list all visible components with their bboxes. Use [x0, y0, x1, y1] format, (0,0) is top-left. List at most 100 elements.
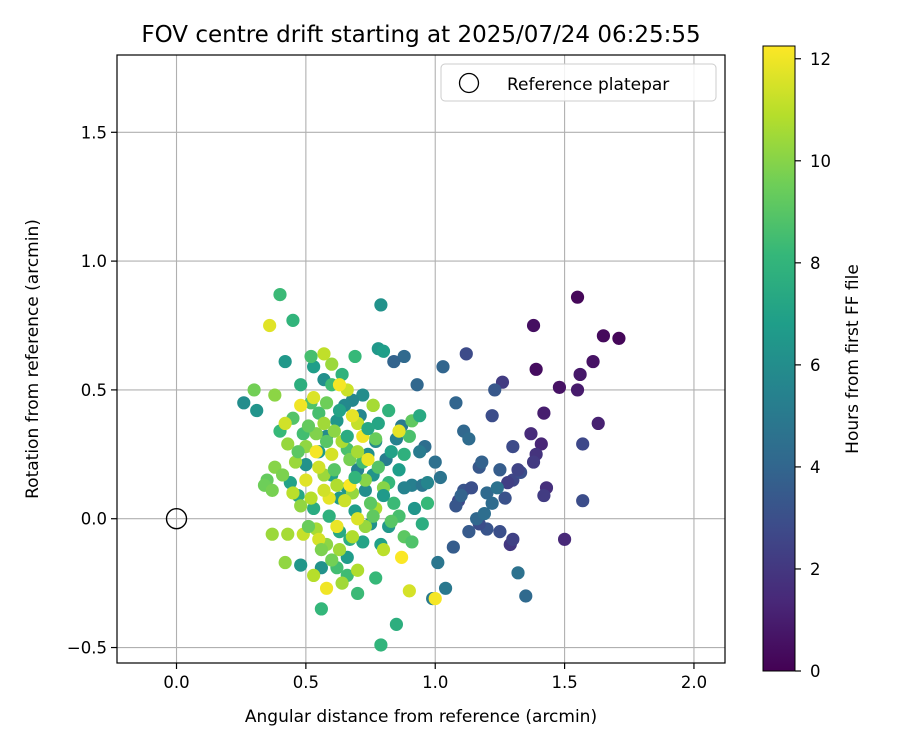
colorbar-tick-label: 12 [810, 50, 831, 69]
data-point [413, 409, 427, 423]
x-tick-label: 1.5 [551, 673, 577, 692]
data-point [237, 396, 251, 410]
data-point [312, 406, 326, 420]
data-point [428, 455, 442, 469]
data-point [366, 509, 380, 523]
colorbar-fill [762, 45, 796, 672]
data-point [304, 491, 318, 505]
data-point [332, 543, 347, 557]
data-point [278, 555, 292, 570]
data-point [369, 432, 383, 446]
data-point [361, 452, 375, 467]
data-point [356, 535, 370, 549]
y-tick-label: 1.5 [81, 123, 107, 142]
data-point [591, 416, 605, 431]
data-point [384, 514, 398, 528]
data-point [371, 460, 385, 474]
legend: Reference platepar [440, 63, 717, 102]
data-point [345, 409, 360, 423]
data-point [330, 519, 344, 534]
data-point [278, 416, 292, 431]
data-point [596, 329, 611, 343]
x-tick-label: 1.0 [422, 673, 448, 692]
data-point [281, 437, 295, 451]
data-point [312, 532, 326, 546]
data-point [307, 360, 321, 374]
colorbar: 0 2 4 6 8 10 12 Hours from first FF file [762, 45, 863, 681]
data-point [361, 421, 375, 436]
x-axis-label: Angular distance from reference (arcmin) [245, 707, 597, 727]
data-point [319, 396, 334, 410]
data-point [488, 383, 502, 397]
data-point [534, 437, 548, 451]
data-point [363, 496, 378, 510]
data-point [358, 483, 372, 497]
y-tick-label: 0.0 [81, 510, 107, 529]
data-point [526, 455, 541, 469]
data-point [394, 550, 409, 564]
data-point [327, 424, 341, 438]
data-point [506, 439, 520, 454]
data-point [537, 406, 551, 420]
data-point [459, 347, 473, 361]
data-point [573, 367, 587, 382]
data-point [449, 499, 463, 513]
data-point [330, 478, 344, 492]
data-point [265, 527, 279, 541]
data-point [428, 591, 442, 606]
data-point [340, 429, 354, 443]
data-point [332, 378, 347, 392]
y-tick-label: 0.5 [81, 381, 107, 400]
data-point [612, 331, 626, 345]
x-tick-label: 0.0 [163, 673, 189, 692]
data-point [480, 486, 494, 500]
data-point [557, 532, 572, 546]
data-point [268, 388, 282, 402]
legend-reference-marker [458, 72, 480, 94]
colorbar-tick-label: 10 [810, 152, 831, 171]
data-point [420, 496, 435, 510]
y-tick-label: −0.5 [67, 639, 107, 658]
legend-box [440, 63, 717, 102]
y-tick-label: 1.0 [81, 252, 107, 271]
data-point [327, 463, 341, 477]
data-point [511, 463, 525, 477]
data-point [265, 483, 279, 497]
colorbar-tick-label: 0 [810, 662, 821, 681]
plot-frame [116, 54, 726, 664]
data-point [319, 581, 334, 595]
reference-marker [165, 508, 188, 530]
data-point [462, 432, 476, 446]
data-point [498, 491, 512, 505]
data-point [325, 553, 339, 567]
data-point [299, 473, 313, 487]
data-point [397, 447, 411, 461]
data-point [415, 517, 429, 531]
data-point [454, 488, 468, 503]
data-point [526, 318, 541, 333]
data-point [351, 512, 365, 526]
data-point [410, 378, 424, 392]
data-point [299, 458, 313, 472]
data-point [382, 403, 396, 418]
colorbar-tick-label: 2 [810, 560, 821, 579]
data-point [407, 501, 422, 516]
grid [117, 55, 725, 663]
data-point [307, 501, 321, 516]
colorbar-tick-label: 4 [810, 458, 821, 477]
colorbar-label: Hours from first FF file [843, 264, 863, 454]
data-point [397, 349, 411, 364]
data-point [374, 638, 388, 652]
data-point [294, 378, 308, 392]
data-point [436, 360, 450, 374]
data-point [402, 584, 416, 598]
data-point [309, 445, 323, 459]
data-point [304, 349, 318, 364]
data-point [286, 313, 300, 327]
data-point [493, 463, 507, 477]
data-point [275, 468, 290, 482]
data-point [366, 398, 380, 412]
data-point [405, 535, 419, 549]
data-point [301, 519, 316, 534]
data-point [501, 476, 515, 490]
